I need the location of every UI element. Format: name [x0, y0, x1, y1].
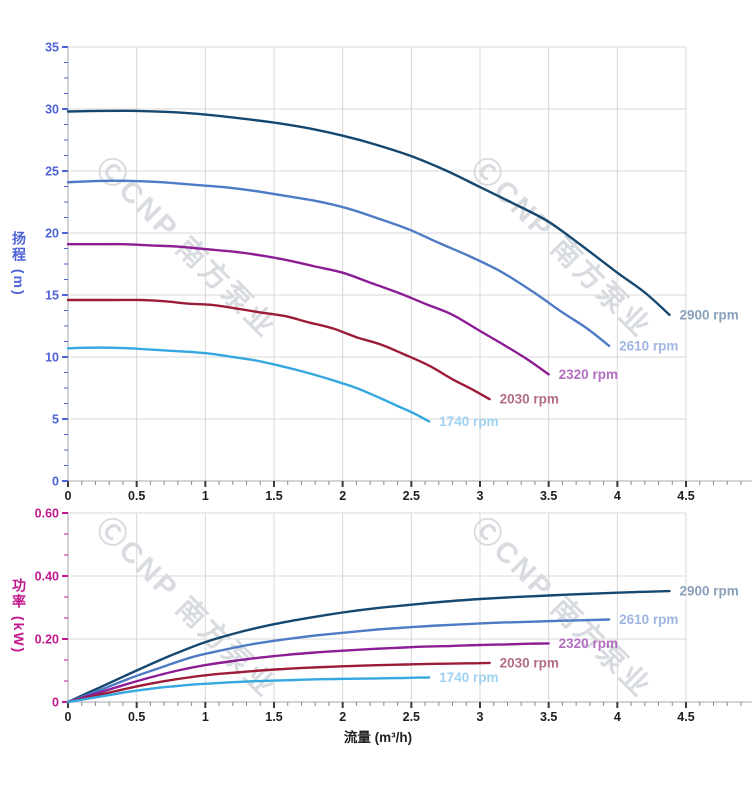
x-tick-label: 4.5: [677, 489, 694, 503]
power-grid: [68, 512, 687, 702]
head-grid: [68, 46, 687, 481]
x-tick-label: 2.5: [403, 710, 420, 724]
x-tick-label: 0.5: [128, 489, 145, 503]
x-tick-label: 4: [614, 489, 621, 503]
head-curve-label-2610-rpm: 2610 rpm: [619, 338, 678, 353]
head-curve-2900-rpm: [66, 109, 671, 316]
head-curve-1740-rpm: [66, 346, 431, 423]
power-x-ticks: [67, 702, 742, 708]
x-tick-label: 2: [339, 710, 346, 724]
x-tick-label: 3: [477, 710, 484, 724]
head-x-tick-labels: 0 0.5 1 1.5 2 2.5 3 3.5 4 4.5: [65, 489, 695, 503]
x-tick-label: 1.5: [265, 489, 282, 503]
x-tick-label: 2: [339, 489, 346, 503]
power-curve-label-2030-rpm: 2030 rpm: [500, 655, 559, 670]
y-tick-label: 30: [45, 103, 59, 117]
y-tick-label: 20: [45, 227, 59, 241]
y-tick-label: 0: [52, 475, 59, 489]
y-tick-label: 35: [45, 41, 59, 55]
y-tick-label: 15: [45, 289, 59, 303]
x-tick-label: 0.5: [128, 710, 145, 724]
x-tick-label: 3.5: [540, 489, 557, 503]
x-tick-label: 1: [202, 710, 209, 724]
head-curve-label-2320-rpm: 2320 rpm: [559, 367, 618, 382]
y-tick-label: 0.20: [35, 633, 59, 647]
power-curve-1740-rpm: [66, 676, 431, 704]
x-tick-label: 4: [614, 710, 621, 724]
head-curve-2610-rpm: [66, 179, 611, 347]
power-curve-2320-rpm: [66, 642, 550, 704]
x-tick-label: 2.5: [403, 489, 420, 503]
head-y-tick-labels: 0 5 10 15 20 25 30 35: [45, 41, 59, 489]
x-tick-label: 3.5: [540, 710, 557, 724]
y-tick-label: 25: [45, 165, 59, 179]
head-chart: 0 0.5 1 1.5 2 2.5 3 3.5 4 4.5 0 5 10 15 20 25 30 35 2900 r…: [45, 41, 752, 503]
x-tick-label: 1: [202, 489, 209, 503]
power-curve-label-1740-rpm: 1740 rpm: [439, 670, 498, 685]
flow-axis-title: 流量 (m³/h): [343, 730, 413, 745]
power-y-ticks: [62, 512, 68, 703]
x-tick-label: 1.5: [265, 710, 282, 724]
head-y-ticks: [62, 46, 68, 482]
power-curve-2900-rpm: [66, 589, 671, 704]
x-tick-label: 3: [477, 489, 484, 503]
y-tick-label: 0.40: [35, 570, 59, 584]
power-curve-label-2320-rpm: 2320 rpm: [559, 636, 618, 651]
head-curve-label-2900-rpm: 2900 rpm: [680, 307, 739, 322]
power-curve-label-2610-rpm: 2610 rpm: [619, 612, 678, 627]
power-curve-label-2900-rpm: 2900 rpm: [680, 584, 739, 599]
head-x-ticks: [67, 481, 742, 487]
power-curve-2030-rpm: [66, 661, 491, 704]
power-x-tick-labels: 0 0.5 1 1.5 2 2.5 3 3.5 4 4.5: [65, 710, 695, 724]
y-tick-label: 5: [52, 413, 59, 427]
head-curve-2030-rpm: [66, 298, 491, 401]
head-curve-2320-rpm: [66, 242, 550, 376]
power-curve-2610-rpm: [66, 618, 611, 704]
x-tick-label: 0: [65, 710, 72, 724]
power-axis-title: 功率 (kW): [11, 578, 27, 655]
power-chart: 0 0.5 1 1.5 2 2.5 3 3.5 4 4.5 0 0.20 0.40 0.60 2900 rp…: [35, 507, 752, 724]
head-curve-label-2030-rpm: 2030 rpm: [500, 392, 559, 407]
head-curve-label-1740-rpm: 1740 rpm: [439, 414, 498, 429]
head-axis-title: 扬程 (m): [11, 231, 27, 297]
y-tick-label: 10: [45, 351, 59, 365]
y-tick-label: 0.60: [35, 507, 59, 521]
x-tick-label: 0: [65, 489, 72, 503]
power-y-tick-labels: 0 0.20 0.40 0.60: [35, 507, 59, 710]
y-tick-label: 0: [52, 696, 59, 710]
x-tick-label: 4.5: [677, 710, 694, 724]
